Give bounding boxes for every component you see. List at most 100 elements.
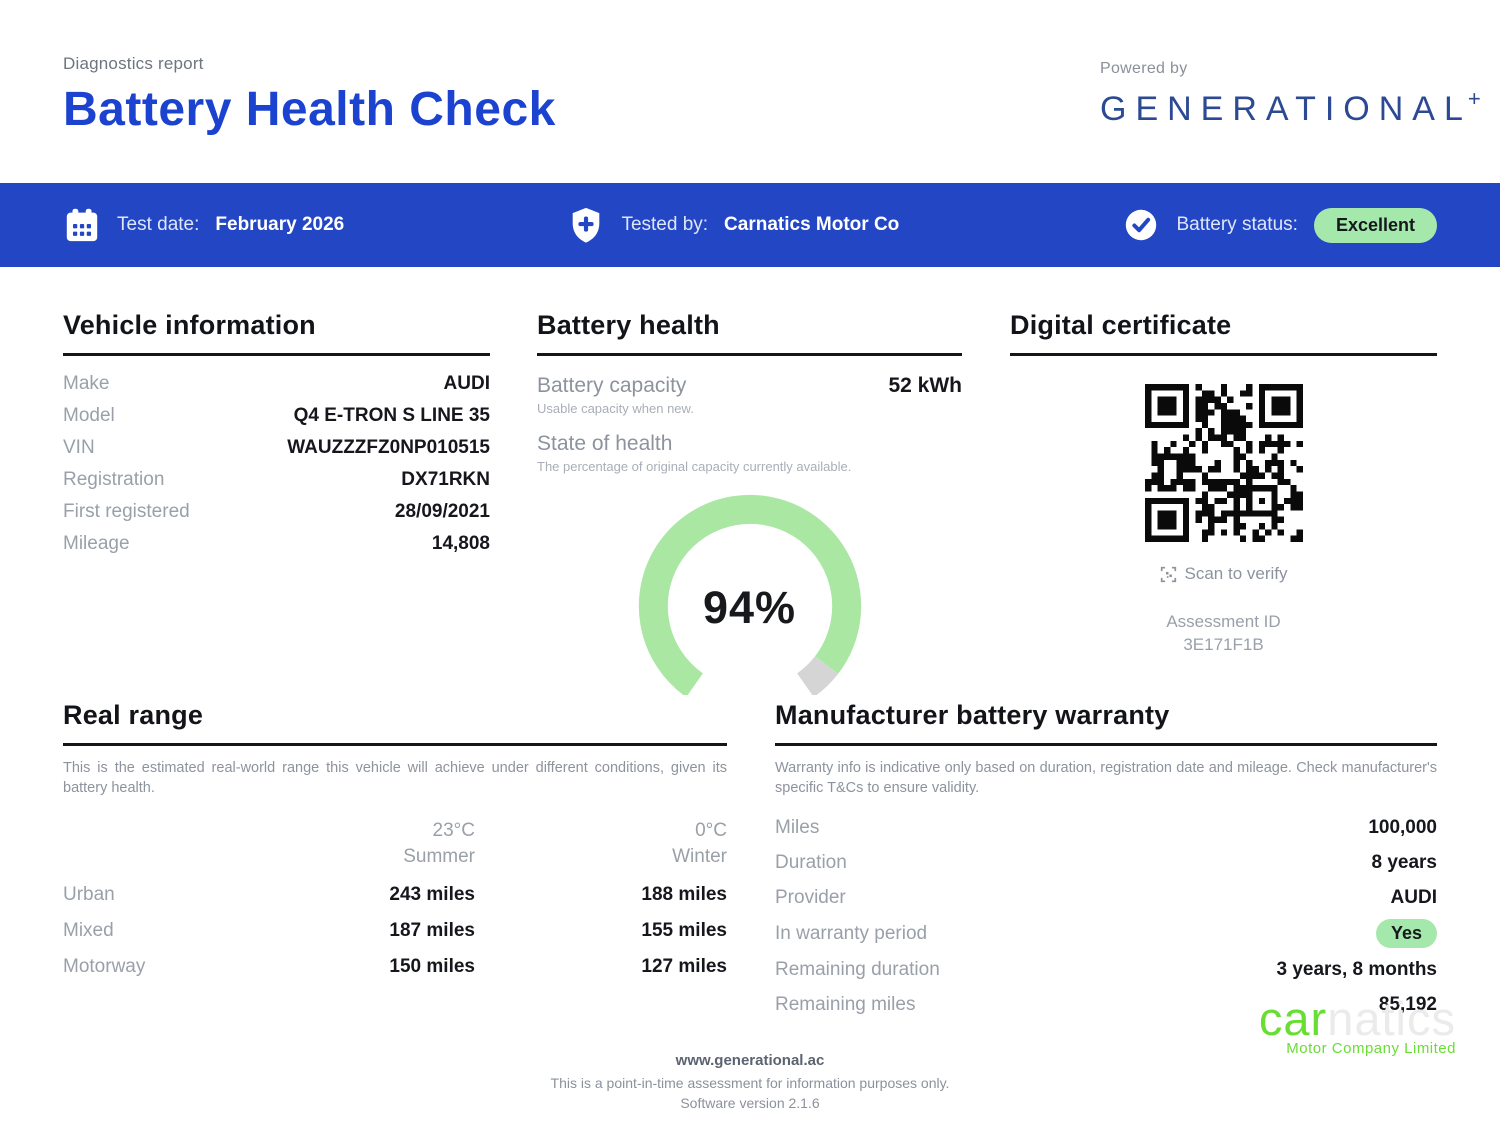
table-row: Provider AUDI xyxy=(775,884,1437,911)
check-circle-icon xyxy=(1126,209,1157,241)
warranty-section: Manufacturer battery warranty Warranty i… xyxy=(775,700,1437,1018)
row-value: 85,192 xyxy=(1378,993,1437,1015)
warranty-description: Warranty info is indicative only based o… xyxy=(775,760,1437,796)
summer-season: Summer xyxy=(403,846,475,868)
row-value: AUDI xyxy=(1390,886,1437,908)
logo-part-car: car xyxy=(1258,992,1328,1045)
range-row-label: Urban xyxy=(63,884,115,906)
table-row: Duration 8 years xyxy=(775,849,1437,876)
real-range-section: Real range This is the estimated real-wo… xyxy=(63,700,727,978)
powered-by-label: Powered by xyxy=(1100,60,1188,77)
assessment-id-label: Assessment ID xyxy=(1166,612,1281,631)
table-row: Remaining miles 85,192 xyxy=(775,991,1437,1018)
brand-plus: + xyxy=(1467,86,1481,111)
footer-url: www.generational.ac xyxy=(675,1052,825,1069)
scan-to-verify-row: Scan to verify xyxy=(1010,564,1437,584)
qr-code-pattern xyxy=(1144,384,1303,542)
row-label: Model xyxy=(63,404,115,426)
assessment-id-block: Assessment ID 3E171F1B xyxy=(1010,610,1437,656)
real-range-title: Real range xyxy=(63,700,727,746)
tested-by-label: Tested by: xyxy=(621,214,709,235)
battery-capacity-value: 52 kWh xyxy=(888,374,962,397)
page-title: Battery Health Check xyxy=(63,83,556,136)
table-row: VIN WAUZZZFZ0NP010515 xyxy=(63,436,490,459)
battery-status-group: Battery status: Excellent xyxy=(1122,206,1437,244)
table-row: Miles 100,000 xyxy=(775,814,1437,841)
battery-capacity-subtext: Usable capacity when new. xyxy=(537,401,694,416)
status-bar: Test date: February 2026 Tested by: Carn… xyxy=(0,183,1500,267)
row-value: Q4 E-TRON S LINE 35 xyxy=(293,404,490,426)
state-of-health-label: State of health xyxy=(537,432,673,455)
digital-certificate-section: Digital certificate Scan to verify Asses… xyxy=(1010,310,1437,656)
logo-subtitle: Motor Company Limited xyxy=(1286,1040,1456,1057)
row-label: Duration xyxy=(775,851,847,873)
real-range-description: This is the estimated real-world range t… xyxy=(63,760,727,796)
summer-temp: 23°C xyxy=(432,820,475,842)
row-label: Mileage xyxy=(63,532,130,554)
battery-health-title: Battery health xyxy=(537,310,962,356)
row-value: 28/09/2021 xyxy=(394,500,490,522)
soh-percent-value: 94% xyxy=(702,582,797,633)
row-label: Remaining miles xyxy=(775,993,916,1015)
range-summer-value: 150 miles xyxy=(389,956,475,978)
scan-to-verify-label: Scan to verify xyxy=(1184,564,1288,583)
table-row: In warranty period Yes xyxy=(775,919,1437,949)
winter-season: Winter xyxy=(672,846,727,868)
row-label: Provider xyxy=(775,886,846,908)
battery-health-section: Battery health Battery capacity 52 kWh U… xyxy=(537,310,962,695)
row-value: AUDI xyxy=(443,372,490,394)
state-of-health-subtext: The percentage of original capacity curr… xyxy=(537,459,852,474)
row-value: 14,808 xyxy=(431,532,490,554)
brand-wordmark: GENERATIONAL xyxy=(1100,90,1472,128)
calendar-icon xyxy=(66,208,98,242)
range-winter-value: 155 miles xyxy=(641,920,727,942)
table-row: Make AUDI xyxy=(63,372,490,395)
vehicle-info-section: Vehicle information Make AUDI Model Q4 E… xyxy=(63,310,490,555)
table-row: Mileage 14,808 xyxy=(63,532,490,555)
summer-column-header: 23°C Summer xyxy=(243,818,475,870)
soh-gauge-arc xyxy=(638,494,861,695)
row-label: VIN xyxy=(63,436,95,458)
range-summer-value: 187 miles xyxy=(389,920,475,942)
soh-gauge: 94% xyxy=(634,490,866,695)
test-date-group: Test date: February 2026 xyxy=(63,206,344,244)
table-row: Remaining duration 3 years, 8 months xyxy=(775,956,1437,983)
row-value: WAUZZZFZ0NP010515 xyxy=(287,436,490,458)
row-label: Miles xyxy=(775,816,820,838)
report-kicker: Diagnostics report xyxy=(63,54,204,73)
row-value: DX71RKN xyxy=(401,468,490,490)
row-value: 3 years, 8 months xyxy=(1276,958,1437,980)
footer-disclaimer: This is a point-in-time assessment for i… xyxy=(550,1075,950,1091)
battery-capacity-label: Battery capacity xyxy=(537,374,687,397)
test-date-label: Test date: xyxy=(117,214,200,235)
carnatics-wordmark: carnatics xyxy=(1259,995,1456,1042)
table-row: Model Q4 E-TRON S LINE 35 xyxy=(63,404,490,427)
in-warranty-badge: Yes xyxy=(1375,919,1437,949)
gauge-arc-remaining xyxy=(796,655,838,695)
assessment-id-value: 3E171F1B xyxy=(1183,635,1264,654)
tested-by-value: Carnatics Motor Co xyxy=(724,214,900,235)
winter-column-header: 0°C Winter xyxy=(475,818,727,870)
row-label: Registration xyxy=(63,468,165,490)
table-row: Registration DX71RKN xyxy=(63,468,490,491)
battery-status-badge: Excellent xyxy=(1313,207,1437,243)
battery-status-label: Battery status: xyxy=(1176,214,1298,235)
vehicle-info-title: Vehicle information xyxy=(63,310,490,356)
row-label: First registered xyxy=(63,500,190,522)
digital-certificate-title: Digital certificate xyxy=(1010,310,1437,356)
brand-block: Powered by GENERATIONAL+ xyxy=(1100,60,1481,129)
vehicle-info-list: Make AUDI Model Q4 E-TRON S LINE 35 VIN … xyxy=(63,372,490,555)
row-value: 8 years xyxy=(1371,851,1437,873)
table-row: First registered 28/09/2021 xyxy=(63,500,490,523)
carnatics-logo: carnatics Motor Company Limited xyxy=(1259,995,1456,1057)
footer: www.generational.ac This is a point-in-t… xyxy=(0,1052,1500,1111)
winter-temp: 0°C xyxy=(695,820,727,842)
qr-scan-icon xyxy=(1160,566,1176,582)
test-date-value: February 2026 xyxy=(215,214,345,235)
real-range-table: 23°C Summer 0°C Winter Urban 243 miles 1… xyxy=(63,818,727,978)
logo-part-natics: natics xyxy=(1327,992,1456,1045)
warranty-list: Miles 100,000 Duration 8 years Provider … xyxy=(775,814,1437,1018)
row-label: Remaining duration xyxy=(775,958,940,980)
gauge-arc-filled xyxy=(638,494,861,695)
